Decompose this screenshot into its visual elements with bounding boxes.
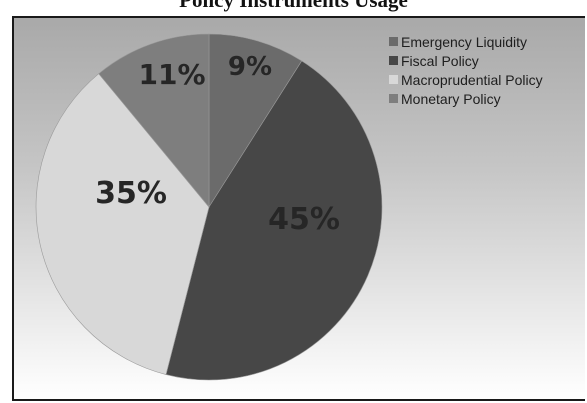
legend-swatch — [389, 37, 398, 46]
pie-slice-monetary-policy — [98, 33, 210, 208]
chart-frame: 9% 45% 35% 11% Emergency Liquidity Fiscal Po… — [12, 16, 585, 401]
legend-swatch — [389, 94, 398, 103]
data-label-fiscal-policy: 45% — [268, 202, 340, 237]
legend-label: Emergency Liquidity — [401, 33, 528, 50]
title-strip: Policy Instruments Usage — [0, 0, 587, 14]
legend-label: Macroprudential Policy — [401, 71, 543, 88]
chart-title: Policy Instruments Usage — [179, 0, 408, 12]
legend-label: Monetary Policy — [401, 90, 501, 107]
data-label-macroprudential-policy: 35% — [95, 176, 167, 211]
legend-item-monetary-policy: Monetary Policy — [389, 89, 543, 108]
legend-swatch — [389, 75, 398, 84]
pie-slice-emergency-liquidity — [208, 33, 303, 209]
data-label-emergency-liquidity: 9% — [228, 52, 272, 82]
legend-label: Fiscal Policy — [401, 52, 479, 69]
legend-item-emergency-liquidity: Emergency Liquidity — [389, 32, 543, 51]
legend-swatch — [389, 56, 398, 65]
legend-item-macroprudential-policy: Macroprudential Policy — [389, 70, 543, 89]
chart-legend: Emergency Liquidity Fiscal Policy Macropru… — [389, 32, 543, 108]
pie-slice-fiscal-policy — [165, 60, 383, 381]
pie-chart: 9% 45% 35% 11% — [35, 33, 383, 381]
legend-item-fiscal-policy: Fiscal Policy — [389, 51, 543, 70]
data-label-monetary-policy: 11% — [138, 58, 205, 91]
pie-slice-macroprudential-policy — [35, 73, 210, 375]
